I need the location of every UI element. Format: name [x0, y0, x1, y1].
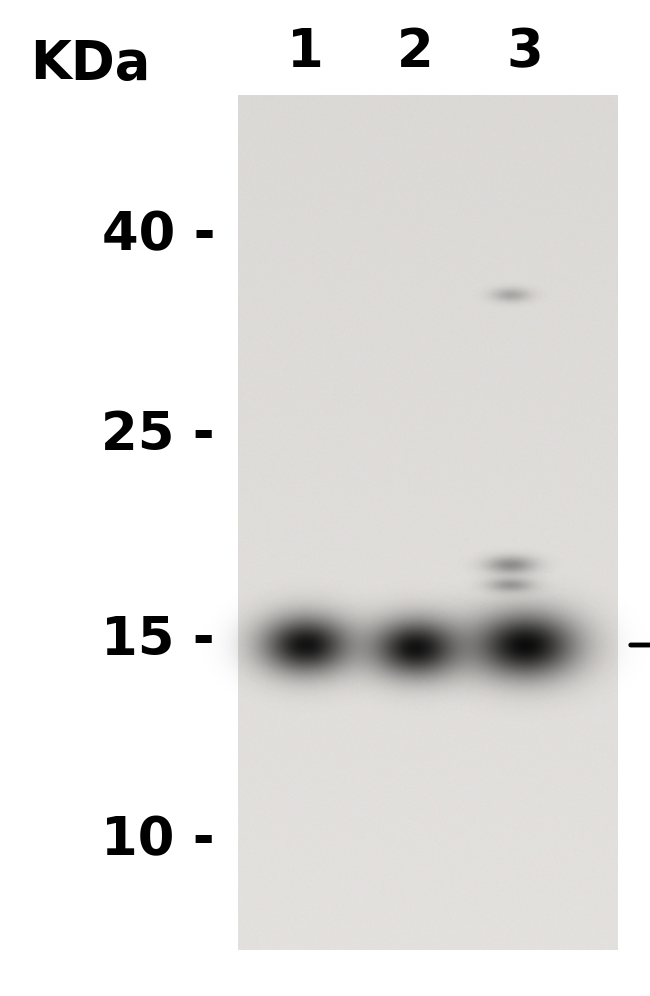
Text: 3: 3	[506, 26, 543, 78]
Text: 10 -: 10 -	[101, 814, 215, 866]
Text: 2: 2	[396, 26, 434, 78]
Text: 40 -: 40 -	[101, 209, 215, 261]
Text: 1: 1	[287, 26, 324, 78]
Text: 25 -: 25 -	[101, 409, 215, 461]
Text: KDa: KDa	[30, 38, 150, 90]
Text: 15 -: 15 -	[101, 614, 215, 666]
